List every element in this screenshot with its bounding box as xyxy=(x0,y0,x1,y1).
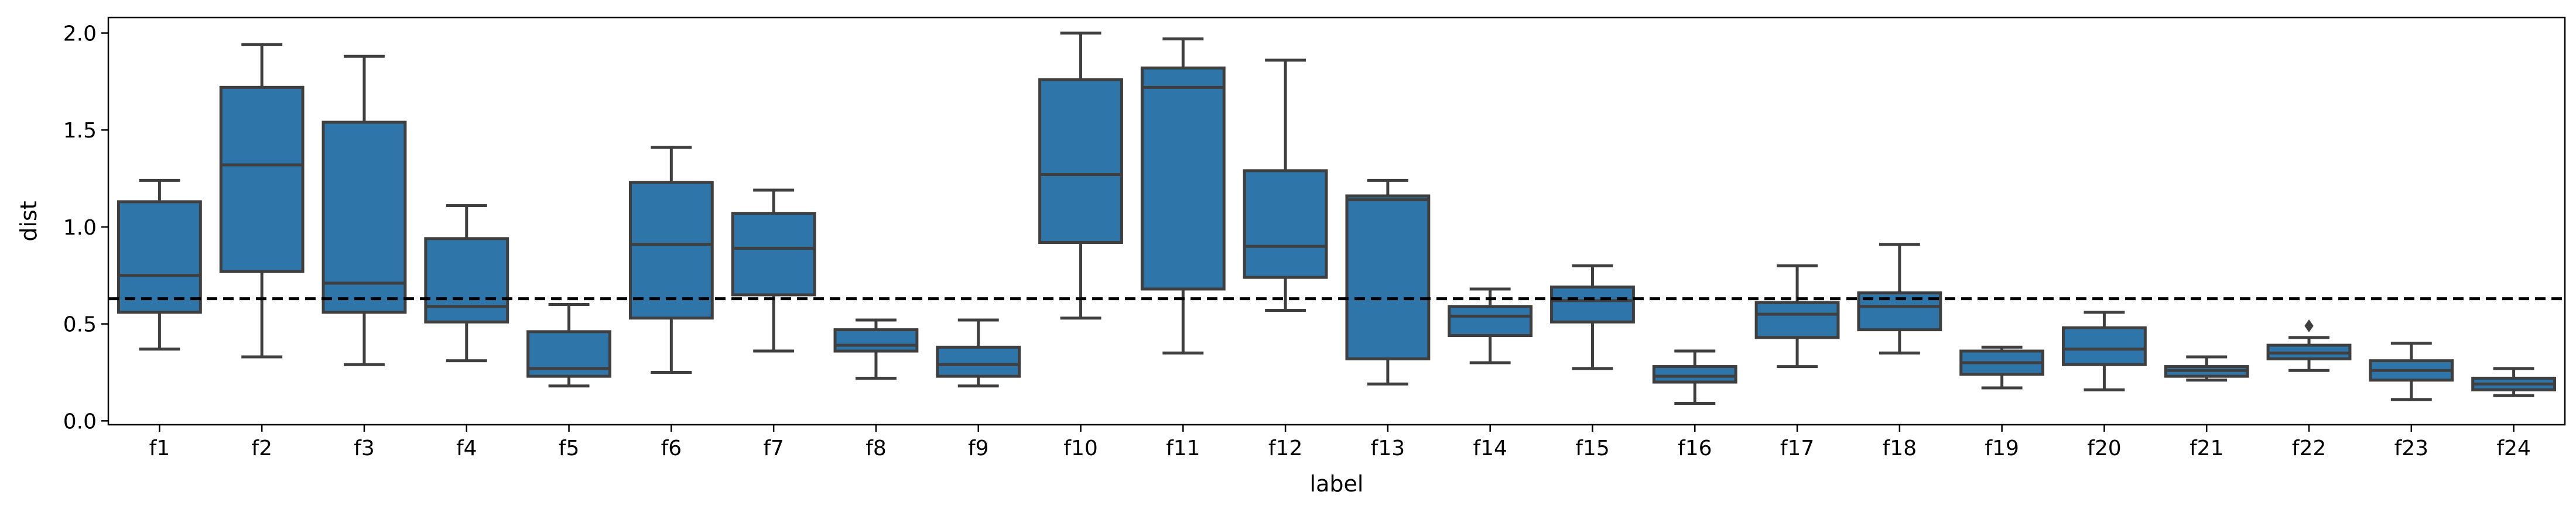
box-f4 xyxy=(424,204,509,363)
box-f3 xyxy=(321,54,407,366)
box-f6 xyxy=(628,146,714,374)
box-f2 xyxy=(219,43,305,359)
x-tick-label: f3 xyxy=(354,436,375,460)
y-tick-label: 0.5 xyxy=(63,313,97,337)
x-tick-label: f11 xyxy=(1166,436,1200,460)
iqr-box xyxy=(1345,194,1431,360)
x-axis-label: label xyxy=(1310,471,1364,497)
box-f15 xyxy=(1550,264,1635,370)
box-f10 xyxy=(1038,32,1123,320)
y-tick-label: 2.0 xyxy=(63,22,97,46)
x-tick-label: f19 xyxy=(1985,436,2019,460)
iqr-box xyxy=(1550,285,1635,324)
x-tick-label: f13 xyxy=(1371,436,1405,460)
y-axis-label: dist xyxy=(16,201,42,241)
iqr-box xyxy=(731,212,816,297)
iqr-box xyxy=(1038,78,1123,244)
x-tick-label: f6 xyxy=(661,436,682,460)
iqr-box xyxy=(424,237,509,324)
box-f23 xyxy=(2369,342,2454,401)
box-f19 xyxy=(1959,345,2045,390)
iqr-box xyxy=(2062,326,2147,366)
box-f11 xyxy=(1140,37,1226,355)
x-tick-label: f23 xyxy=(2394,436,2428,460)
iqr-box xyxy=(1140,66,1226,291)
box-f16 xyxy=(1652,349,1737,405)
x-tick-label: f10 xyxy=(1063,436,1097,460)
iqr-box xyxy=(1243,169,1328,279)
x-tick-label: f20 xyxy=(2087,436,2121,460)
box-f1 xyxy=(117,178,202,351)
iqr-box xyxy=(1652,365,1737,384)
x-tick-label: f5 xyxy=(559,436,580,460)
y-axis: 0.0 0.5 1.0 1.5 2.0 xyxy=(63,22,108,434)
y-tick-label: 1.0 xyxy=(63,216,97,240)
box-f9 xyxy=(936,318,1021,388)
box-f24 xyxy=(2471,367,2557,397)
x-tick-label: f8 xyxy=(865,436,887,460)
boxes-layer xyxy=(117,32,2557,405)
box-f7 xyxy=(731,188,816,353)
x-tick-label: f1 xyxy=(149,436,170,460)
iqr-box xyxy=(1754,301,1840,339)
x-tick-label: f15 xyxy=(1575,436,1609,460)
y-tick-label: 0.0 xyxy=(63,410,97,434)
iqr-box xyxy=(117,200,202,314)
box-f21 xyxy=(2164,355,2249,382)
x-tick-label: f12 xyxy=(1268,436,1302,460)
box-f5 xyxy=(526,303,611,388)
iqr-box xyxy=(1448,305,1533,338)
outlier-point xyxy=(2304,319,2314,332)
x-tick-label: f4 xyxy=(456,436,477,460)
box-f17 xyxy=(1754,264,1840,369)
box-f8 xyxy=(833,318,919,380)
x-tick-label: f18 xyxy=(1883,436,1917,460)
x-tick-label: f9 xyxy=(968,436,989,460)
box-f14 xyxy=(1448,287,1533,364)
x-axis: f1 f2 f3 f4 f5 f6 f7 f8 f9 f10 f11 f12 f13 f14 f15 f16 f… xyxy=(149,425,2531,460)
x-tick-label: f24 xyxy=(2496,436,2530,460)
iqr-box xyxy=(628,181,714,320)
x-tick-label: f22 xyxy=(2292,436,2326,460)
y-tick-label: 1.5 xyxy=(63,119,97,143)
x-tick-label: f2 xyxy=(251,436,272,460)
x-tick-label: f7 xyxy=(763,436,784,460)
x-tick-label: f17 xyxy=(1780,436,1814,460)
box-f13 xyxy=(1345,178,1431,386)
iqr-box xyxy=(833,328,919,353)
box-f22 xyxy=(2266,319,2352,372)
iqr-box xyxy=(219,85,305,273)
x-tick-label: f16 xyxy=(1678,436,1712,460)
iqr-box xyxy=(321,121,407,314)
box-f20 xyxy=(2062,311,2147,391)
plot-area-frame xyxy=(107,16,2566,426)
iqr-box xyxy=(936,345,1021,378)
box-f12 xyxy=(1243,59,1328,312)
x-tick-label: f21 xyxy=(2190,436,2223,460)
x-tick-label: f14 xyxy=(1473,436,1507,460)
